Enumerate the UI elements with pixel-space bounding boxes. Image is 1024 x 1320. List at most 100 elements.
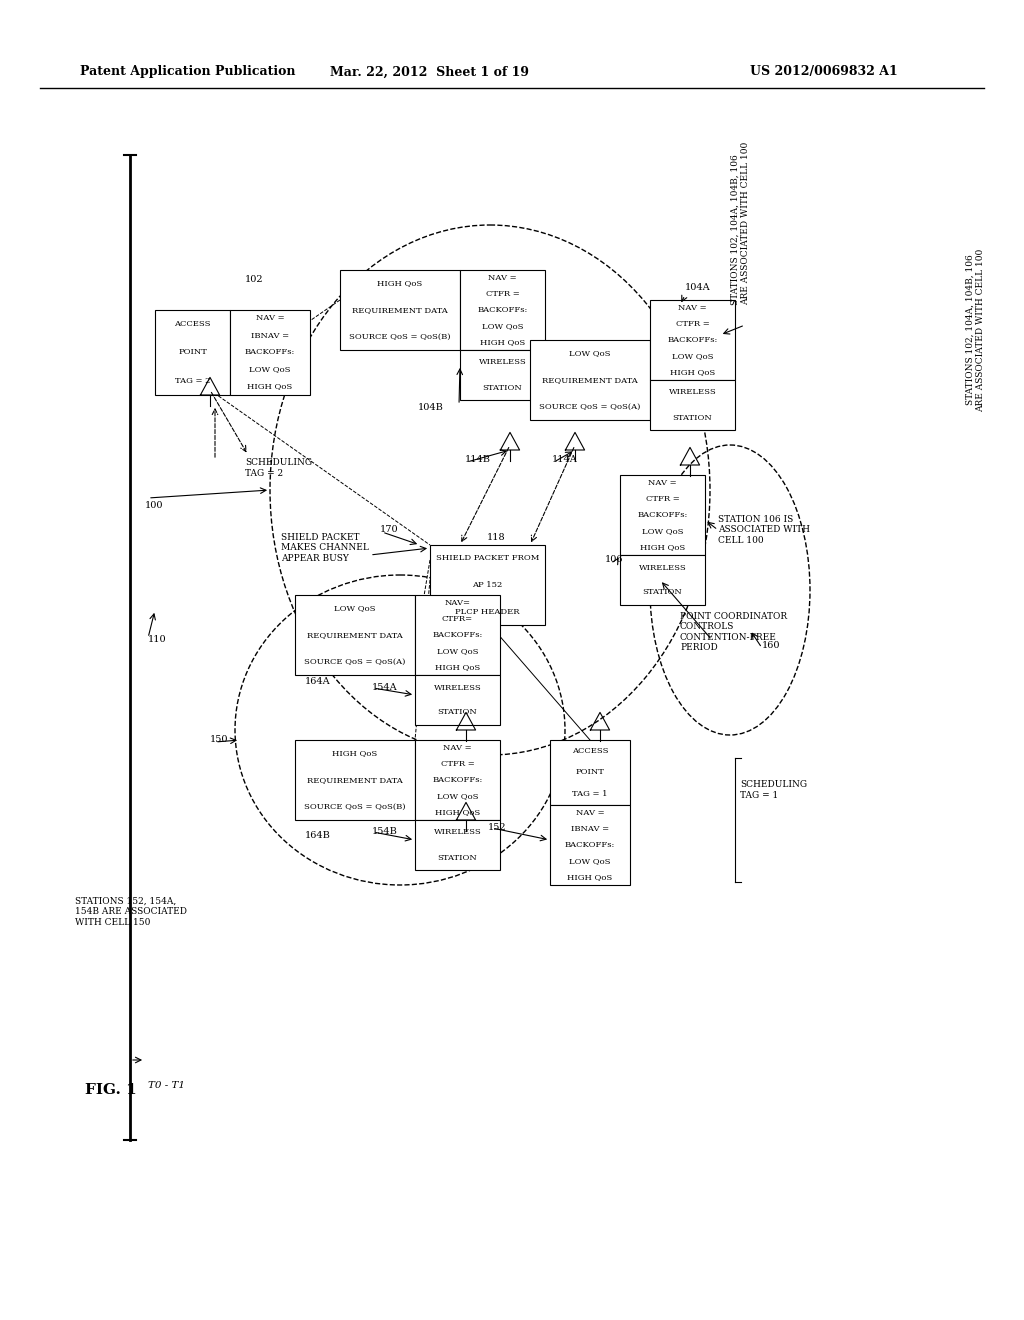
Text: WIRELESS: WIRELESS (478, 359, 526, 367)
Text: US 2012/0069832 A1: US 2012/0069832 A1 (750, 66, 898, 78)
Text: HIGH QoS: HIGH QoS (248, 383, 293, 391)
Text: NAV=: NAV= (444, 599, 470, 607)
Text: 102: 102 (245, 276, 263, 285)
Bar (530, 341, 650, 420)
Text: 154A: 154A (372, 684, 397, 693)
Bar (230, 310, 310, 395)
Text: 100: 100 (145, 500, 164, 510)
Text: NAV =: NAV = (648, 479, 677, 487)
Text: IBNAV =: IBNAV = (571, 825, 609, 833)
Text: STATION 106 IS
ASSOCIATED WITH
CELL 100: STATION 106 IS ASSOCIATED WITH CELL 100 (718, 515, 810, 545)
Text: FIG. 1: FIG. 1 (85, 1082, 137, 1097)
Text: WIRELESS: WIRELESS (433, 829, 481, 837)
Text: SHIELD PACKET
MAKES CHANNEL
APPEAR BUSY: SHIELD PACKET MAKES CHANNEL APPEAR BUSY (281, 533, 369, 562)
Text: Mar. 22, 2012  Sheet 1 of 19: Mar. 22, 2012 Sheet 1 of 19 (331, 66, 529, 78)
Text: TAG = 2: TAG = 2 (175, 376, 210, 385)
Bar (460, 350, 545, 400)
Text: SHIELD PACKET FROM: SHIELD PACKET FROM (436, 554, 540, 562)
Text: NAV =: NAV = (678, 304, 707, 312)
Text: LOW QoS: LOW QoS (569, 350, 610, 358)
Text: HIGH QoS: HIGH QoS (435, 663, 480, 671)
Text: 104A: 104A (685, 284, 711, 293)
Text: BACKOFFs:: BACKOFFs: (432, 776, 482, 784)
Bar (340, 271, 460, 350)
Text: 152: 152 (488, 824, 507, 833)
Text: BACKOFFs:: BACKOFFs: (637, 511, 688, 519)
Text: SOURCE QoS = QoS(B): SOURCE QoS = QoS(B) (349, 333, 451, 341)
Text: Patent Application Publication: Patent Application Publication (80, 66, 296, 78)
Bar (650, 380, 735, 430)
Text: 160: 160 (762, 640, 780, 649)
Text: 164B: 164B (305, 830, 331, 840)
Text: STATIONS 102, 104A, 104B, 106
ARE ASSOCIATED WITH CELL 100: STATIONS 102, 104A, 104B, 106 ARE ASSOCI… (730, 141, 750, 305)
Text: SCHEDULING
TAG = 2: SCHEDULING TAG = 2 (245, 458, 312, 478)
Text: NAV =: NAV = (575, 809, 604, 817)
Text: HIGH QoS: HIGH QoS (670, 368, 715, 376)
Bar (415, 741, 500, 820)
Text: STATION: STATION (673, 413, 713, 421)
Text: BACKOFFs:: BACKOFFs: (668, 337, 718, 345)
Text: POINT: POINT (178, 348, 207, 356)
Bar (430, 545, 545, 624)
Text: STATION: STATION (437, 709, 477, 717)
Text: HIGH QoS: HIGH QoS (333, 750, 378, 758)
Bar (620, 475, 705, 554)
Text: 106: 106 (605, 556, 624, 565)
Text: NAV =: NAV = (443, 744, 472, 752)
Text: LOW QoS: LOW QoS (481, 322, 523, 330)
Text: TAG = 1: TAG = 1 (572, 791, 608, 799)
Text: POINT: POINT (575, 768, 604, 776)
Text: CTFR =: CTFR = (485, 290, 519, 298)
Text: LOW QoS: LOW QoS (642, 527, 683, 535)
Text: CTFR =: CTFR = (645, 495, 679, 503)
Text: STATIONS 152, 154A,
154B ARE ASSOCIATED
WITH CELL 150: STATIONS 152, 154A, 154B ARE ASSOCIATED … (75, 898, 187, 927)
Text: BACKOFFs:: BACKOFFs: (565, 841, 615, 849)
Text: AP 152: AP 152 (472, 581, 503, 589)
Text: LOW QoS: LOW QoS (437, 792, 478, 800)
Text: HIGH QoS: HIGH QoS (378, 280, 423, 288)
Text: CTFR =: CTFR = (676, 319, 710, 327)
Text: 164A: 164A (305, 677, 331, 686)
Bar (295, 595, 415, 675)
Text: REQUIREMENT DATA: REQUIREMENT DATA (542, 376, 638, 384)
Text: LOW QoS: LOW QoS (249, 366, 291, 374)
Text: ACCESS: ACCESS (174, 321, 211, 329)
Text: LOW QoS: LOW QoS (672, 352, 714, 360)
Text: T0 - T1: T0 - T1 (148, 1081, 185, 1089)
Text: REQUIREMENT DATA: REQUIREMENT DATA (352, 306, 447, 314)
Bar (550, 741, 630, 805)
Text: LOW QoS: LOW QoS (334, 605, 376, 612)
Text: 114A: 114A (552, 455, 578, 465)
Bar (155, 310, 230, 395)
Text: CTFR =: CTFR = (440, 760, 474, 768)
Text: HIGH QoS: HIGH QoS (480, 338, 525, 346)
Text: 114B: 114B (465, 455, 490, 465)
Text: 154B: 154B (372, 828, 398, 837)
Text: WIRELESS: WIRELESS (669, 388, 717, 396)
Text: STATION: STATION (482, 384, 522, 392)
Text: SOURCE QoS = QoS(B): SOURCE QoS = QoS(B) (304, 803, 406, 810)
Text: BACKOFFs:: BACKOFFs: (477, 306, 527, 314)
Text: REQUIREMENT DATA: REQUIREMENT DATA (307, 776, 402, 784)
Text: CTFR=: CTFR= (442, 615, 473, 623)
Text: 118: 118 (487, 533, 506, 543)
Text: 170: 170 (380, 525, 398, 535)
Text: STATIONS 102, 104A, 104B, 106
ARE ASSOCIATED WITH CELL 100: STATIONS 102, 104A, 104B, 106 ARE ASSOCI… (966, 248, 985, 412)
Bar (415, 675, 500, 725)
Text: POINT COORDINATOR
CONTROLS
CONTENTION-FREE
PERIOD: POINT COORDINATOR CONTROLS CONTENTION-FR… (680, 612, 787, 652)
Text: 150: 150 (210, 735, 228, 744)
Text: WIRELESS: WIRELESS (433, 684, 481, 692)
Text: NAV =: NAV = (488, 275, 517, 282)
Text: REQUIREMENT DATA: REQUIREMENT DATA (307, 631, 402, 639)
Text: HIGH QoS: HIGH QoS (640, 543, 685, 550)
Text: SOURCE QoS = QoS(A): SOURCE QoS = QoS(A) (540, 403, 641, 411)
Bar (620, 554, 705, 605)
Text: STATION: STATION (643, 589, 682, 597)
Text: SCHEDULING
TAG = 1: SCHEDULING TAG = 1 (740, 780, 807, 800)
Bar (550, 805, 630, 884)
Text: IBNAV =: IBNAV = (251, 331, 289, 339)
Text: SOURCE QoS = QoS(A): SOURCE QoS = QoS(A) (304, 657, 406, 665)
Text: 104B: 104B (418, 404, 443, 412)
Text: 110: 110 (148, 635, 167, 644)
Text: WIRELESS: WIRELESS (639, 564, 686, 572)
